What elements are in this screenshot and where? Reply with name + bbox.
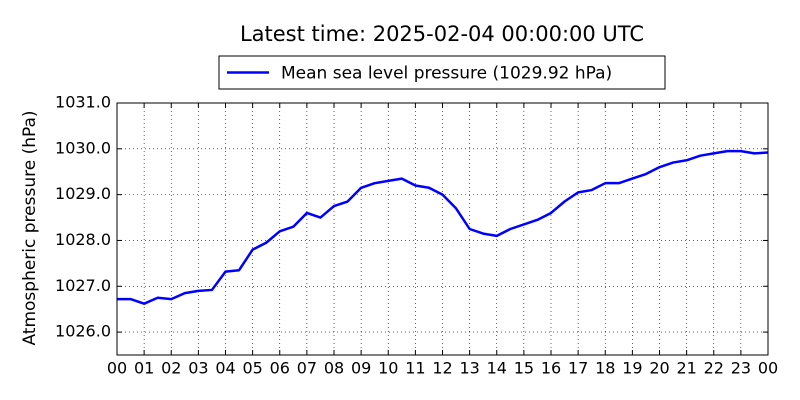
legend-box: [218, 55, 666, 90]
line-series: [117, 149, 769, 305]
x-tick-label: 22: [704, 359, 724, 378]
x-tick-label: 03: [188, 359, 208, 378]
x-tick-label: 10: [378, 359, 398, 378]
legend-label: Mean sea level pressure (1029.92 hPa): [281, 64, 612, 84]
x-tick-label: 01: [134, 359, 154, 378]
x-tick-label: 00: [107, 359, 127, 378]
x-tick-label: 19: [622, 359, 642, 378]
y-tick-label: 1031.0: [55, 93, 111, 112]
x-tick-label: 06: [270, 359, 290, 378]
y-tick-label: 1030.0: [55, 138, 111, 157]
x-tick-label: 15: [514, 359, 534, 378]
x-tick-label: 14: [487, 359, 507, 378]
x-tick-label: 12: [432, 359, 452, 378]
x-tick-label: 08: [324, 359, 344, 378]
x-tick-label: 09: [351, 359, 371, 378]
x-tick-label: 00: [758, 359, 778, 378]
x-tick-label: 11: [405, 359, 425, 378]
x-tick-label: 18: [595, 359, 615, 378]
y-tick-label: 1029.0: [55, 184, 111, 203]
x-tick-label: 20: [649, 359, 669, 378]
x-tick-label: 07: [297, 359, 317, 378]
y-axis-label: Atmospheric pressure (hPa): [20, 110, 40, 345]
x-tick-label: 04: [215, 359, 235, 378]
x-tick-label: 16: [541, 359, 561, 378]
plot-frame: [116, 102, 769, 356]
x-tick-label: 17: [568, 359, 588, 378]
y-tick-label: 1028.0: [55, 230, 111, 249]
x-tick-label: 21: [676, 359, 696, 378]
chart-title: Latest time: 2025-02-04 00:00:00 UTC: [240, 22, 644, 46]
x-tick-label: 05: [242, 359, 262, 378]
y-tick-label: 1027.0: [55, 276, 111, 295]
x-tick-label: 23: [731, 359, 751, 378]
y-tick-label: 1026.0: [55, 322, 111, 341]
x-tick-label: 13: [459, 359, 479, 378]
x-tick-label: 02: [161, 359, 181, 378]
